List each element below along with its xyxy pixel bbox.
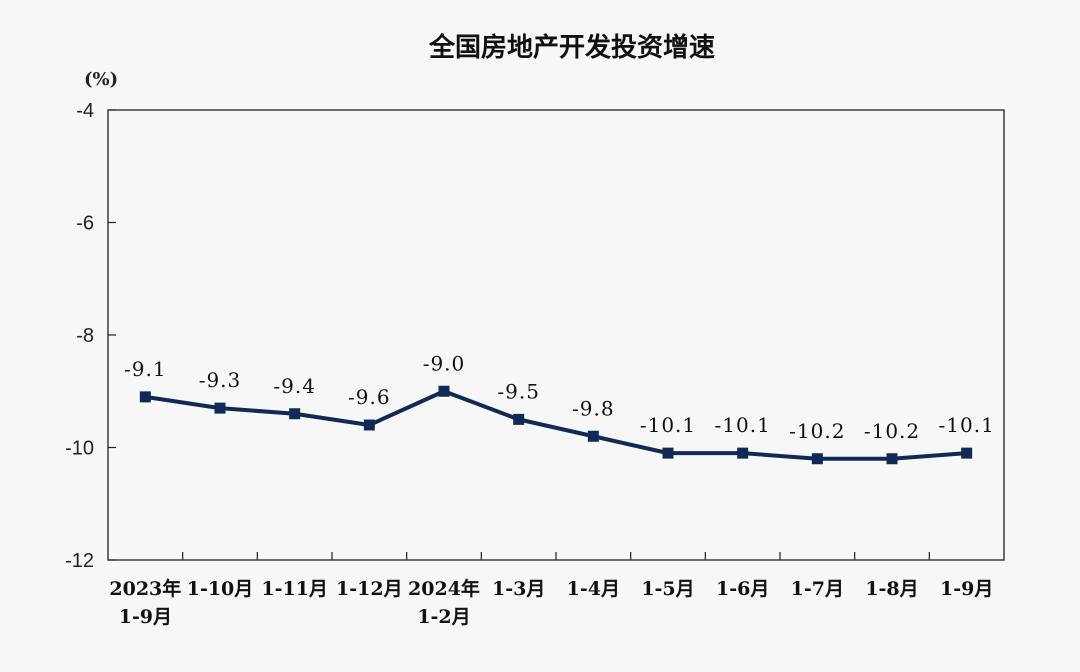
x-tick-label: 1-6月 <box>716 578 769 600</box>
y-tick-label: -6 <box>76 213 94 235</box>
data-point <box>438 385 450 397</box>
y-tick-label: -10 <box>65 438 94 460</box>
series-line-group <box>139 385 973 465</box>
plot-frame <box>107 109 1005 561</box>
data-point <box>811 453 823 465</box>
data-label: -10.1 <box>939 413 995 437</box>
data-point <box>886 453 898 465</box>
data-label: -10.2 <box>864 419 920 443</box>
data-point <box>139 391 151 403</box>
x-tick-label: 1-8月 <box>865 578 918 600</box>
data-point <box>289 408 301 420</box>
x-tick-label: 2023年 1-9月 <box>109 577 181 628</box>
data-point <box>513 413 525 425</box>
series-line <box>143 389 969 461</box>
x-tick-label: 1-3月 <box>492 578 545 600</box>
y-tick-label: -4 <box>76 100 94 122</box>
data-point <box>737 447 749 459</box>
data-label: -10.1 <box>640 413 696 437</box>
data-point <box>662 447 674 459</box>
data-label: -10.2 <box>789 419 845 443</box>
data-point <box>214 402 226 414</box>
x-tick-label: 1-7月 <box>791 578 844 600</box>
x-tick-label: 1-5月 <box>641 578 694 600</box>
data-labels: -9.1 -9.3 -9.4 -9.6 -9.0 -9.5 -9.8 -10.1 -10.1 -1… <box>124 351 995 443</box>
data-label: -9.1 <box>124 357 167 381</box>
data-point <box>363 419 375 431</box>
x-tick-label: 1-9月 <box>940 578 993 600</box>
y-tick-label: -8 <box>76 325 94 347</box>
data-point <box>587 430 599 442</box>
x-tick-label: 1-12月 <box>336 578 403 600</box>
x-tick-label: 1-4月 <box>567 578 620 600</box>
data-label: -9.3 <box>199 368 242 392</box>
data-label: -9.0 <box>423 351 466 375</box>
data-label: -9.5 <box>497 379 540 403</box>
y-axis: -4 -6 -8 -10 -12 <box>65 100 116 572</box>
data-label: -9.4 <box>273 374 316 398</box>
x-tick-label: 1-10月 <box>187 578 254 600</box>
x-axis: 2023年 1-9月 1-10月 1-11月 1-12月 2024年 1-2月 1-3月 1-4… <box>109 552 993 628</box>
x-tick-label: 2024年 1-2月 <box>408 577 480 628</box>
y-tick-label: -12 <box>65 550 94 572</box>
data-label: -10.1 <box>715 413 771 437</box>
y-unit-label: (%) <box>84 69 118 90</box>
data-point <box>961 447 973 459</box>
chart-title: 全国房地产开发投资增速 <box>428 32 715 63</box>
data-label: -9.8 <box>572 396 615 420</box>
x-tick-label: 1-11月 <box>261 578 328 600</box>
data-label: -9.6 <box>348 385 391 409</box>
